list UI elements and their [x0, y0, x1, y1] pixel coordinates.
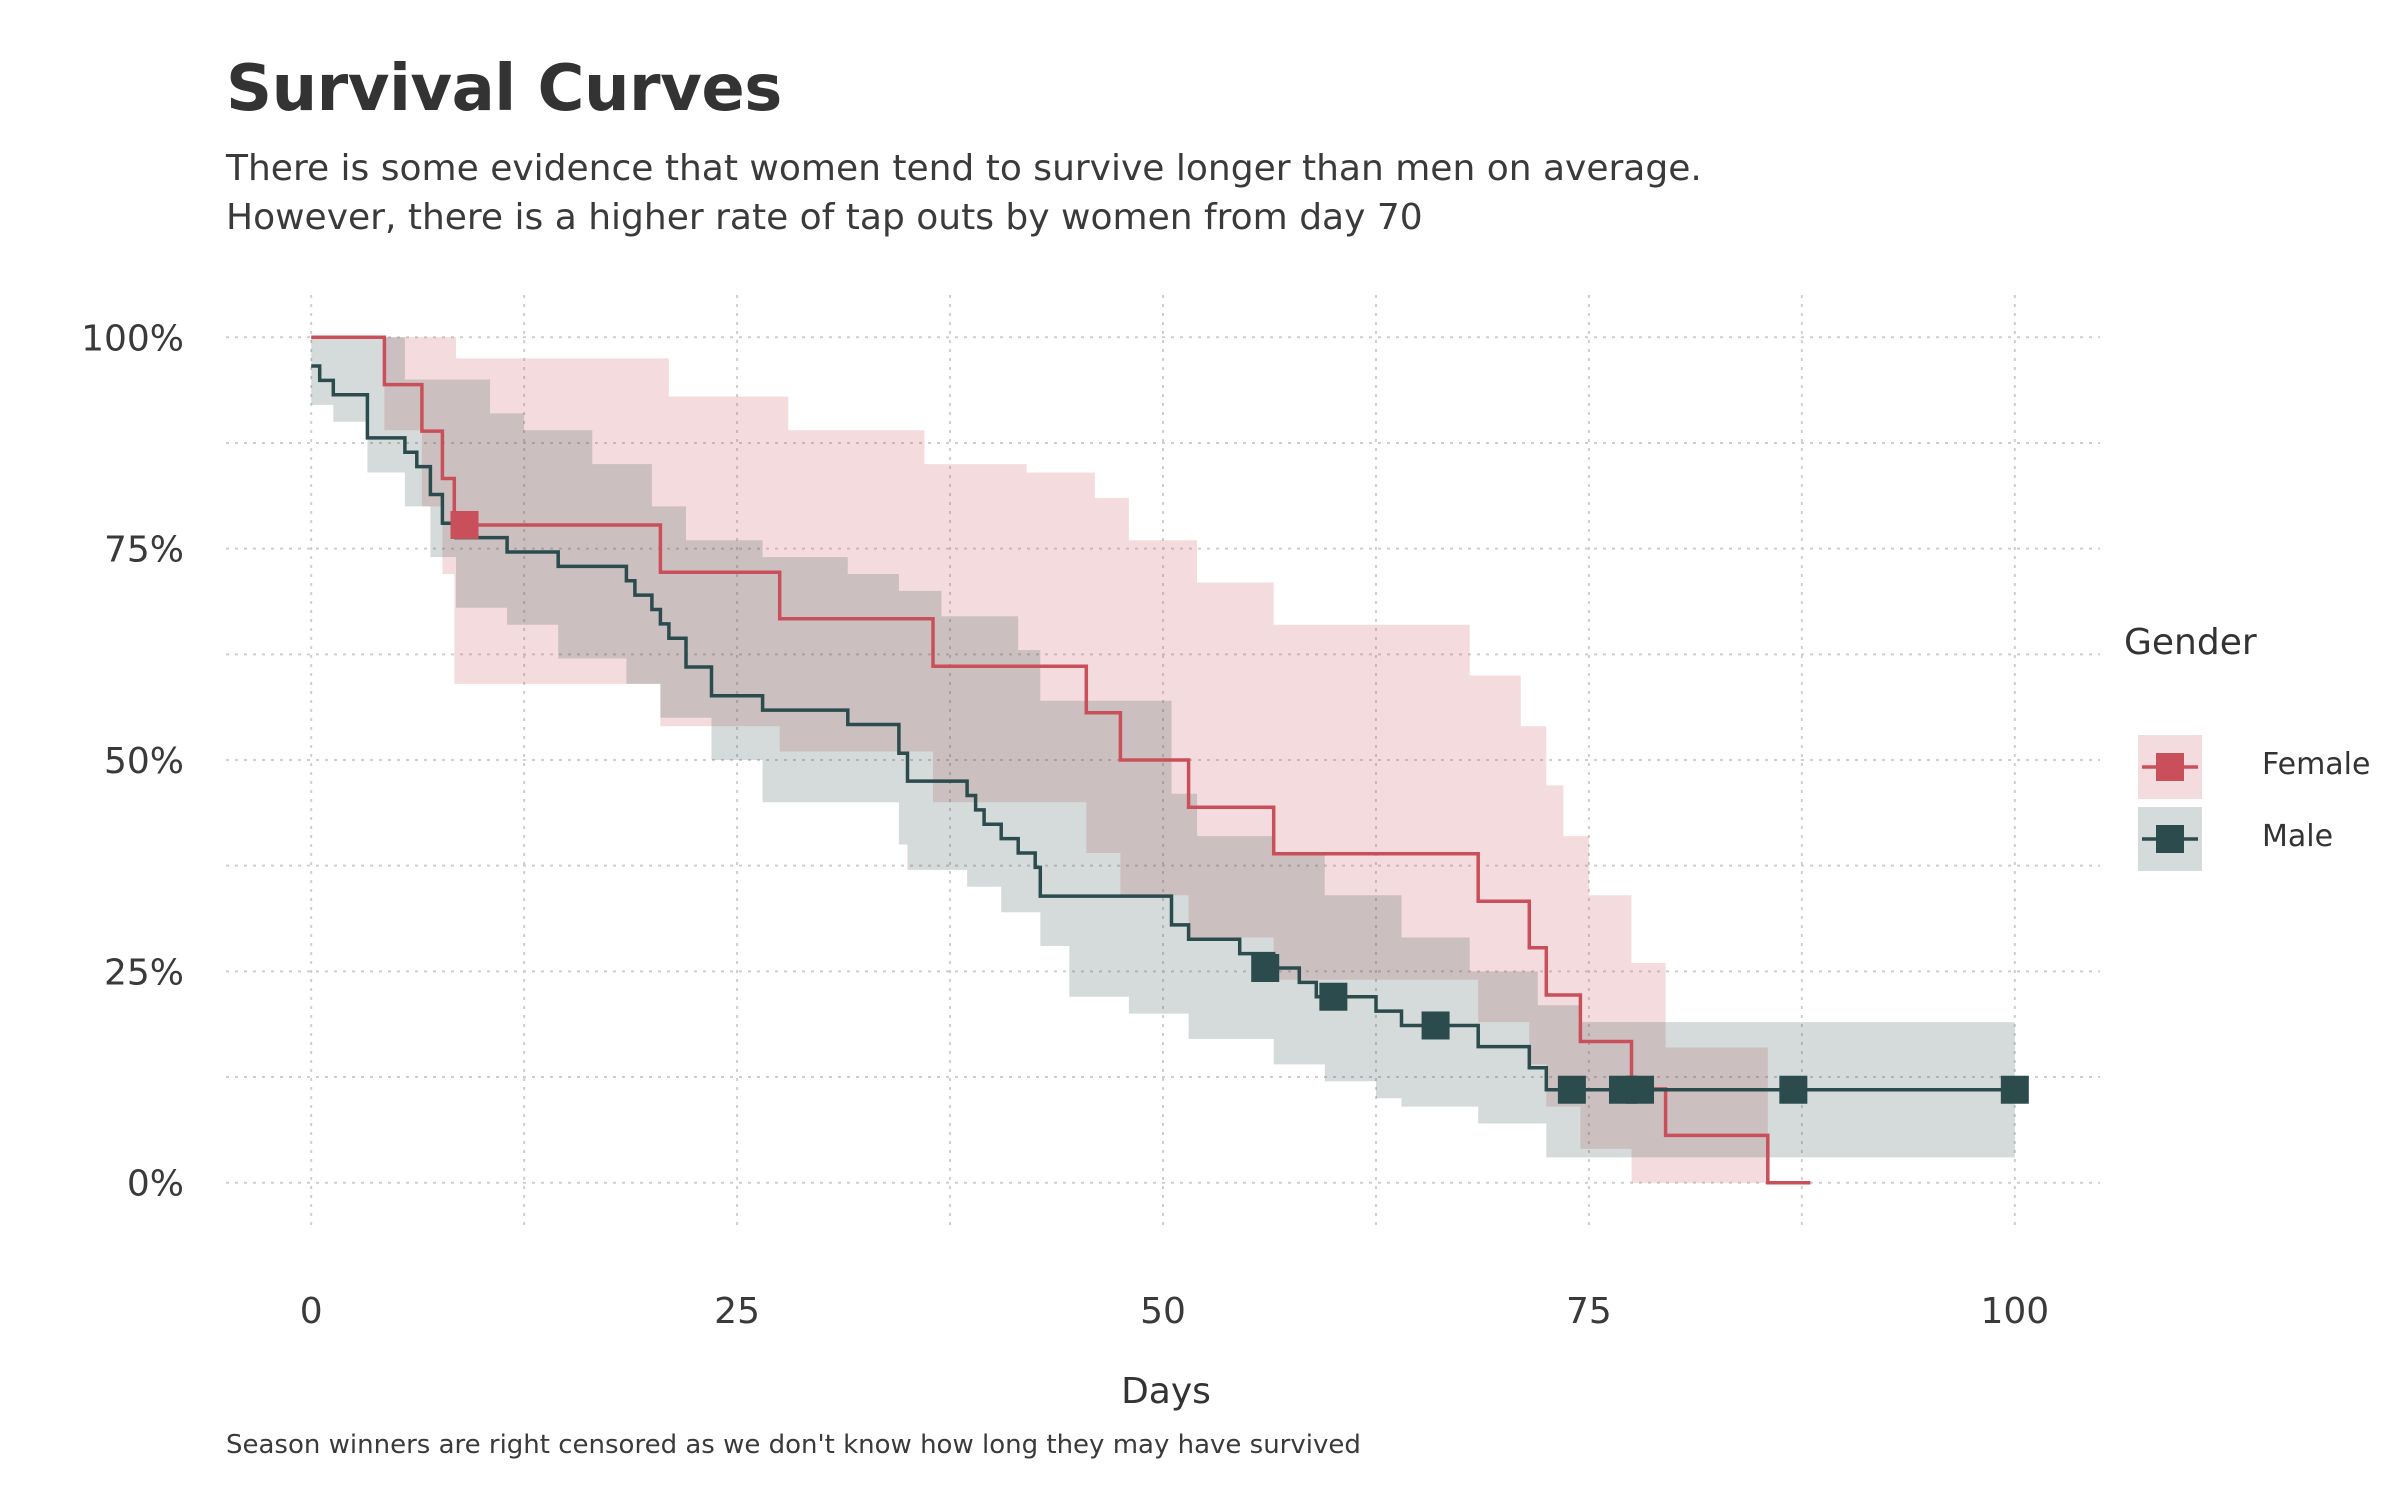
subtitle-line-1: There is some evidence that women tend t…	[226, 148, 1702, 189]
censor-marker-male	[2000, 1075, 2029, 1104]
x-tick-label: 25	[714, 1291, 760, 1332]
censor-marker-male	[1251, 953, 1280, 982]
y-tick-label: 100%	[81, 318, 184, 359]
axes: 0% 25% 50% 75% 100% 0 25 50 75 100 Days	[81, 318, 2049, 1412]
censor-marker-male	[1557, 1075, 1586, 1104]
chart-title: Survival Curves	[226, 52, 782, 126]
ci-band-female	[311, 337, 1768, 1183]
legend-label-male: Male	[2262, 819, 2334, 854]
censor-marker-female	[450, 510, 479, 539]
censor-marker-male	[1421, 1011, 1450, 1040]
x-axis-title: Days	[1121, 1371, 1211, 1412]
censor-marker-male	[1779, 1075, 1808, 1104]
legend-key-marker-male	[2156, 825, 2184, 853]
y-tick-label: 75%	[104, 530, 184, 571]
survival-line-female	[311, 335, 1811, 1185]
censor-markers	[450, 510, 2029, 1104]
subtitle-line-2: However, there is a higher rate of tap o…	[226, 197, 1423, 238]
survival-line-male	[311, 364, 2015, 1092]
ci-band-male	[311, 337, 2015, 1158]
y-tick-label: 0%	[127, 1164, 184, 1205]
censor-marker-male	[1319, 982, 1348, 1011]
legend-label-female: Female	[2262, 747, 2371, 782]
legend-key-marker-female	[2156, 753, 2184, 781]
y-tick-label: 25%	[104, 952, 184, 993]
x-tick-label: 50	[1140, 1291, 1186, 1332]
x-tick-label: 0	[300, 1291, 323, 1332]
x-tick-label: 100	[1980, 1291, 2049, 1332]
legend-keys	[2138, 735, 2202, 871]
legend-title: Gender	[2124, 622, 2257, 663]
y-tick-label: 50%	[104, 741, 184, 782]
chart-subtitle: There is some evidence that women tend t…	[226, 144, 1702, 242]
x-tick-label: 75	[1566, 1291, 1612, 1332]
censor-marker-male	[1626, 1075, 1655, 1104]
chart-caption: Season winners are right censored as we …	[226, 1430, 1361, 1460]
survival-lines	[311, 335, 2015, 1185]
confidence-bands	[311, 337, 2015, 1183]
